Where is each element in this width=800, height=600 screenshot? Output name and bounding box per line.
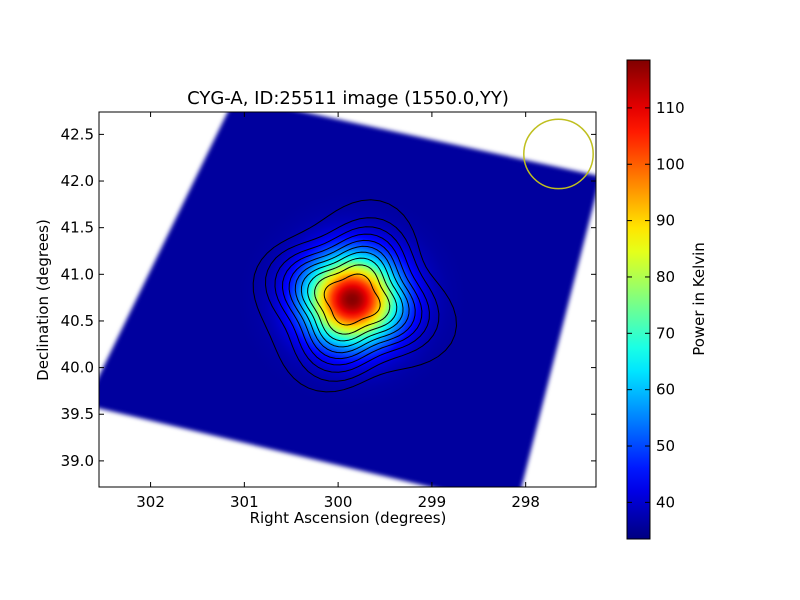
y-tick-label: 40.0 <box>61 359 94 377</box>
beam-marker-circle <box>523 118 594 190</box>
colorbar-tick-label: 70 <box>656 324 675 342</box>
colorbar-tick-label: 90 <box>656 212 675 230</box>
plot-frame <box>98 111 597 488</box>
colorbar-tick-label: 40 <box>656 493 675 511</box>
colorbar-tick-label: 80 <box>656 268 675 286</box>
contour-line <box>264 217 440 382</box>
y-tick-label: 42.0 <box>61 172 94 190</box>
colorbar-label: Power in Kelvin <box>690 242 708 356</box>
contour-line <box>314 264 391 335</box>
y-axis-ticks: 39.0 39.5 40.0 40.5 41.0 41.5 42.0 42.5 <box>61 125 596 470</box>
colorbar-tick-label: 50 <box>656 437 675 455</box>
y-tick-label: 41.5 <box>61 219 94 237</box>
plot-area: 302 301 300 299 298 39.0 39.5 40.0 40.5 41.0 41.5… <box>61 111 597 511</box>
x-tick-label: 301 <box>230 493 259 511</box>
x-axis-label: Right Ascension (degrees) <box>250 509 447 527</box>
contour-line <box>300 251 404 348</box>
chart-title: CYG-A, ID:25511 image (1550.0,YY) <box>187 88 509 109</box>
contour-line <box>281 233 423 366</box>
contour-line <box>252 199 458 393</box>
x-axis-ticks: 302 301 300 299 298 <box>136 112 540 511</box>
colorbar: 40 50 60 70 80 90 100 110 Power in Kelvin <box>626 59 708 540</box>
contour-line <box>288 239 416 360</box>
colorbar-tick-label: 60 <box>656 381 675 399</box>
contour-line <box>323 273 381 326</box>
contour-lines <box>252 199 458 393</box>
colorbar-ticks: 40 50 60 70 80 90 100 110 <box>627 99 685 511</box>
y-tick-label: 41.0 <box>61 265 94 283</box>
source-emission <box>237 191 468 408</box>
colorbar-fill <box>627 60 650 539</box>
contour-line <box>307 257 398 342</box>
contour-line <box>274 226 430 373</box>
colorbar-tick-label: 110 <box>656 99 685 117</box>
y-tick-label: 40.5 <box>61 312 94 330</box>
y-tick-label: 42.5 <box>61 125 94 143</box>
y-axis-label: Declination (degrees) <box>34 219 52 381</box>
y-tick-label: 39.5 <box>61 405 94 423</box>
colorbar-frame <box>626 59 651 540</box>
x-tick-label: 299 <box>418 493 447 511</box>
y-tick-label: 39.0 <box>61 452 94 470</box>
x-tick-label: 298 <box>511 493 540 511</box>
source-glow <box>237 191 468 408</box>
contour-line <box>294 245 410 354</box>
x-tick-label: 300 <box>324 493 353 511</box>
x-tick-label: 302 <box>136 493 165 511</box>
colorbar-tick-label: 100 <box>656 155 685 173</box>
